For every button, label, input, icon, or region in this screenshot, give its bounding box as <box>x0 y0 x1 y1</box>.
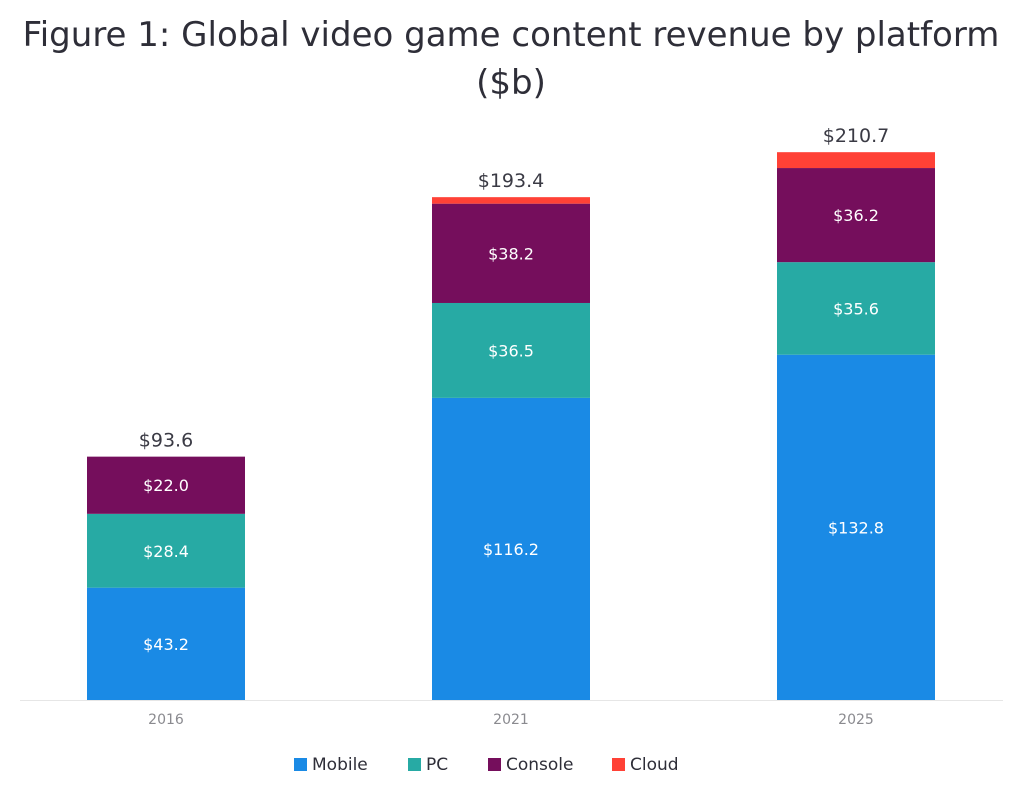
legend-label-cloud: Cloud <box>630 755 679 775</box>
data-label-mobile-2016: $43.2 <box>143 635 189 654</box>
bar-cloud-2025 <box>777 152 935 169</box>
x-tick-label-2016: 2016 <box>148 712 184 728</box>
bar-mobile-2025 <box>777 354 935 700</box>
data-label-pc-2025: $35.6 <box>833 299 879 318</box>
bar-console-2016 <box>87 456 245 514</box>
data-label-mobile-2025: $132.8 <box>828 518 884 537</box>
x-tick-label-2021: 2021 <box>493 712 529 728</box>
bar-pc-2025 <box>777 262 935 355</box>
bar-pc-2021 <box>432 302 590 398</box>
legend-label-console: Console <box>506 755 574 775</box>
chart-title-line2: ($b) <box>476 63 546 103</box>
data-label-mobile-2021: $116.2 <box>483 540 539 559</box>
legend-swatch-mobile <box>294 758 307 771</box>
data-label-pc-2016: $28.4 <box>143 542 189 561</box>
bar-console-2025 <box>777 168 935 263</box>
chart-title-line1: Figure 1: Global video game content reve… <box>23 15 1000 55</box>
legend: Mobile PC Console Cloud <box>294 755 679 775</box>
bar-mobile-2021 <box>432 397 590 700</box>
plot-area: $43.2 $28.4 $22.0 $93.6 2016 $116.2 $36.5 $38.2… <box>20 125 1003 728</box>
total-label-2025: $210.7 <box>823 125 889 147</box>
data-label-console-2016: $22.0 <box>143 476 189 495</box>
x-tick-label-2025: 2025 <box>838 712 874 728</box>
bar-console-2021 <box>432 203 590 303</box>
legend-swatch-cloud <box>612 758 625 771</box>
bar-pc-2016 <box>87 513 245 588</box>
data-label-pc-2021: $36.5 <box>488 341 534 360</box>
legend-label-mobile: Mobile <box>312 755 368 775</box>
total-label-2016: $93.6 <box>139 430 193 452</box>
bar-cloud-2021 <box>432 197 590 204</box>
total-label-2021: $193.4 <box>478 170 544 192</box>
legend-swatch-console <box>488 758 501 771</box>
bar-mobile-2016 <box>87 587 245 700</box>
legend-label-pc: PC <box>426 755 448 775</box>
legend-swatch-pc <box>408 758 421 771</box>
data-label-console-2025: $36.2 <box>833 206 879 225</box>
data-label-console-2021: $38.2 <box>488 244 534 263</box>
